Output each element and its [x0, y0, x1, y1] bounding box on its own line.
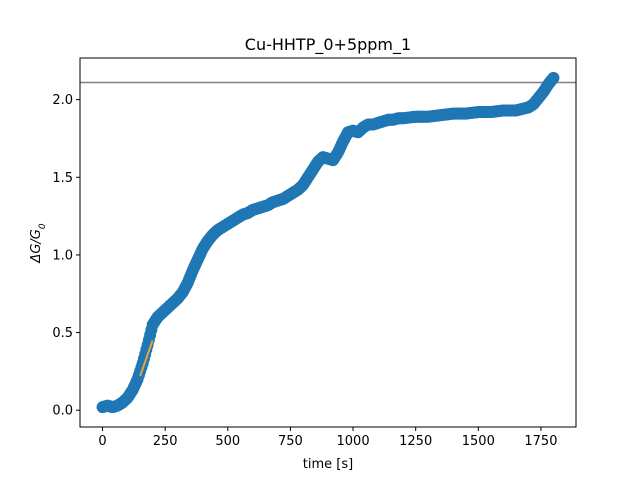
- data-point: [547, 71, 560, 84]
- x-tick-label: 1250: [399, 434, 432, 449]
- y-tick-label: 2.0: [52, 93, 73, 108]
- y-tick-label: 0.0: [52, 404, 73, 419]
- y-tick-label: 0.5: [52, 326, 73, 341]
- data-points: [96, 71, 560, 414]
- y-tick-label: 1.5: [52, 171, 73, 186]
- x-tick-label: 500: [215, 434, 240, 449]
- x-tick-label: 1000: [337, 434, 370, 449]
- y-axis-label: ΔG/G0: [29, 223, 48, 263]
- x-axis-label: time [s]: [303, 457, 353, 472]
- x-axis-ticks: 0 250 500 750 1000 1250 1500 1750: [98, 427, 557, 449]
- y-axis-label-subscript: 0: [38, 223, 48, 229]
- chart-title: Cu-HHTP_0+5ppm_1: [245, 35, 411, 55]
- x-tick-label: 1750: [524, 434, 557, 449]
- plot-frame: [79, 57, 577, 428]
- x-tick-label: 750: [278, 434, 303, 449]
- fit-line: [139, 340, 154, 377]
- x-tick-label: 0: [98, 434, 106, 449]
- y-axis-label-main: ΔG/G: [29, 229, 44, 263]
- x-tick-label: 250: [153, 434, 178, 449]
- y-tick-label: 1.0: [52, 248, 73, 263]
- x-tick-label: 1500: [462, 434, 495, 449]
- y-axis-ticks: 0.0 0.5 1.0 1.5 2.0: [52, 93, 80, 419]
